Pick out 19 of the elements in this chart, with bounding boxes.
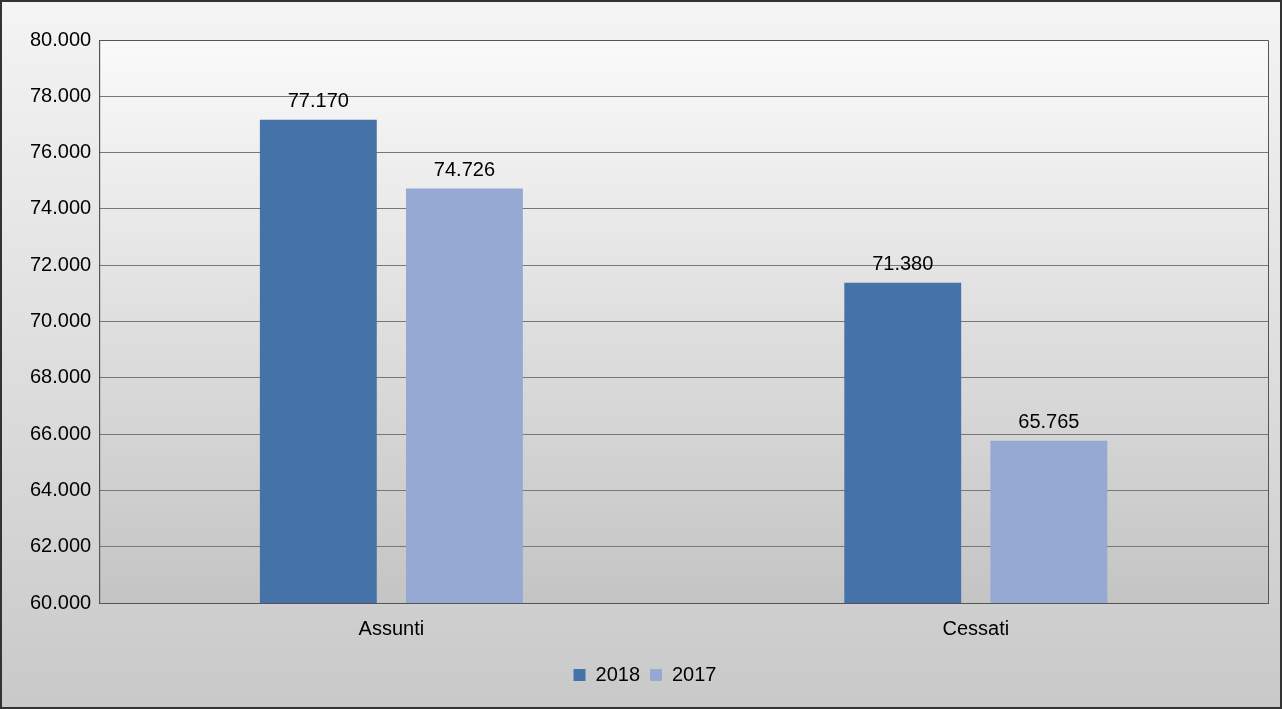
y-tick-label: 78.000 [30, 83, 92, 106]
y-tick-label: 70.000 [30, 309, 92, 332]
y-tick-label: 80.000 [30, 27, 92, 50]
x-tick-label: Assunti [358, 616, 425, 639]
legend-label: 2017 [672, 662, 717, 685]
y-tick-label: 74.000 [30, 196, 92, 219]
y-tick-label: 60.000 [30, 590, 92, 613]
data-label: 77.170 [287, 89, 349, 112]
x-tick-label: Cessati [942, 616, 1010, 639]
y-tick-label: 76.000 [30, 140, 92, 163]
y-tick-label: 62.000 [30, 534, 92, 557]
y-tick-label: 68.000 [30, 365, 92, 388]
data-label: 65.765 [1018, 410, 1080, 433]
y-tick-label: 66.000 [30, 421, 92, 444]
y-tick-label: 64.000 [30, 477, 92, 500]
data-label: 71.380 [872, 252, 934, 275]
legend-label: 2018 [595, 662, 641, 685]
y-tick-label: 72.000 [30, 252, 92, 275]
data-label: 74.726 [433, 157, 496, 180]
